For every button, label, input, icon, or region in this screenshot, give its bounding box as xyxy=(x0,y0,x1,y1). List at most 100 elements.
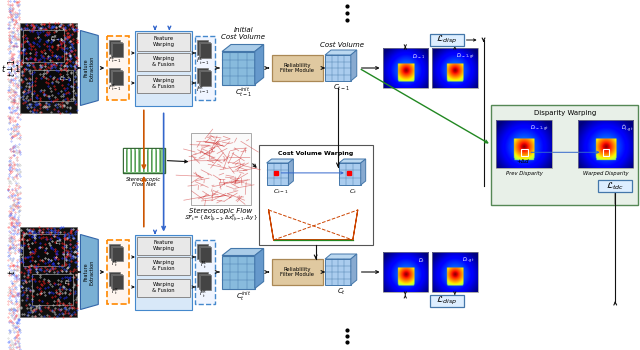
Text: $\mathcal{L}_{disp}$: $\mathcal{L}_{disp}$ xyxy=(436,34,458,46)
Text: $\mathcal{SF}_t = \{\Delta x^L_{t|t-1}, \Delta x^R_{t|t-1}, \Delta y\}$: $\mathcal{SF}_t = \{\Delta x^L_{t|t-1}, … xyxy=(184,213,258,223)
Text: $E_t^R$: $E_t^R$ xyxy=(55,237,63,248)
FancyBboxPatch shape xyxy=(31,70,73,101)
Text: $C_{t-1}^{init}$: $C_{t-1}^{init}$ xyxy=(235,86,252,99)
FancyBboxPatch shape xyxy=(109,68,120,82)
FancyBboxPatch shape xyxy=(23,30,64,62)
Text: Prev Disparity: Prev Disparity xyxy=(506,170,543,175)
FancyBboxPatch shape xyxy=(111,42,122,56)
FancyBboxPatch shape xyxy=(430,34,464,46)
FancyBboxPatch shape xyxy=(492,105,638,205)
FancyBboxPatch shape xyxy=(112,275,123,289)
Text: Initial
Cost Volume: Initial Cost Volume xyxy=(221,27,266,40)
Polygon shape xyxy=(255,44,264,84)
FancyBboxPatch shape xyxy=(112,247,123,261)
Text: $F_t^L$: $F_t^L$ xyxy=(111,259,119,270)
Text: $D_{t-1,gt}$: $D_{t-1,gt}$ xyxy=(530,124,549,134)
FancyBboxPatch shape xyxy=(109,40,120,54)
FancyBboxPatch shape xyxy=(137,279,190,296)
Text: $E_t^L$: $E_t^L$ xyxy=(65,277,72,288)
FancyBboxPatch shape xyxy=(137,75,190,92)
Text: Warping
& Fusion: Warping & Fusion xyxy=(152,282,175,293)
FancyBboxPatch shape xyxy=(111,273,122,287)
Text: $t$: $t$ xyxy=(6,269,17,275)
FancyBboxPatch shape xyxy=(111,70,122,84)
FancyBboxPatch shape xyxy=(325,55,351,81)
Text: Feature
Warping: Feature Warping xyxy=(152,36,175,47)
FancyBboxPatch shape xyxy=(135,30,193,105)
FancyBboxPatch shape xyxy=(191,133,251,205)
Polygon shape xyxy=(351,50,356,81)
FancyBboxPatch shape xyxy=(137,237,190,254)
FancyBboxPatch shape xyxy=(31,274,73,305)
FancyBboxPatch shape xyxy=(339,163,361,185)
Text: Cost Volume: Cost Volume xyxy=(320,42,364,48)
FancyBboxPatch shape xyxy=(259,145,372,245)
FancyBboxPatch shape xyxy=(598,180,632,192)
Text: $E_{t-1}^R$: $E_{t-1}^R$ xyxy=(50,33,63,44)
Text: $C_t$: $C_t$ xyxy=(337,287,346,297)
FancyBboxPatch shape xyxy=(197,272,208,287)
Text: Warping
& Fusion: Warping & Fusion xyxy=(152,56,175,67)
Polygon shape xyxy=(81,234,99,309)
Polygon shape xyxy=(361,159,365,185)
Text: Disparity Warping: Disparity Warping xyxy=(534,110,596,116)
FancyBboxPatch shape xyxy=(195,36,215,100)
Text: $C_t^{init}$: $C_t^{init}$ xyxy=(236,290,251,303)
Text: $+\Delta d$: $+\Delta d$ xyxy=(516,157,531,165)
FancyBboxPatch shape xyxy=(135,234,193,309)
FancyBboxPatch shape xyxy=(107,240,129,304)
FancyBboxPatch shape xyxy=(109,272,120,286)
Text: $F_{t-1}^R$: $F_{t-1}^R$ xyxy=(108,83,122,93)
FancyBboxPatch shape xyxy=(430,295,464,307)
FancyBboxPatch shape xyxy=(200,275,211,290)
Text: $D_{t-1,gt}$: $D_{t-1,gt}$ xyxy=(456,52,475,62)
Polygon shape xyxy=(289,159,293,185)
FancyBboxPatch shape xyxy=(325,259,351,285)
FancyBboxPatch shape xyxy=(199,273,210,288)
FancyBboxPatch shape xyxy=(20,23,77,113)
Text: $\mathcal{L}_{disp}$: $\mathcal{L}_{disp}$ xyxy=(436,295,458,307)
Text: $\tilde{D}_{t,gt}$: $\tilde{D}_{t,gt}$ xyxy=(621,124,633,135)
Polygon shape xyxy=(339,159,365,163)
Polygon shape xyxy=(222,44,264,51)
FancyBboxPatch shape xyxy=(137,33,190,50)
Polygon shape xyxy=(255,248,264,288)
Polygon shape xyxy=(351,254,356,285)
FancyBboxPatch shape xyxy=(109,244,120,258)
Polygon shape xyxy=(325,50,356,55)
FancyBboxPatch shape xyxy=(112,43,123,57)
FancyBboxPatch shape xyxy=(195,240,215,304)
Text: $\hat{F}_t^R$: $\hat{F}_t^R$ xyxy=(200,288,207,300)
Text: Warping
& Fusion: Warping & Fusion xyxy=(152,260,175,271)
FancyBboxPatch shape xyxy=(107,36,129,100)
FancyBboxPatch shape xyxy=(197,244,208,259)
Text: $C_{t-1}$: $C_{t-1}$ xyxy=(333,83,351,93)
FancyBboxPatch shape xyxy=(222,51,255,84)
Text: Cost Volume Warping: Cost Volume Warping xyxy=(278,150,353,155)
Polygon shape xyxy=(325,254,356,259)
Text: $D_t$: $D_t$ xyxy=(418,256,425,265)
Text: $C_t$: $C_t$ xyxy=(349,188,357,196)
Text: $\hat{F}_t^L$: $\hat{F}_t^L$ xyxy=(200,259,207,271)
Polygon shape xyxy=(267,159,293,163)
Text: Stereoscopic
Flow Net: Stereoscopic Flow Net xyxy=(126,177,161,187)
FancyBboxPatch shape xyxy=(197,68,208,83)
Text: $F_{t-1}^L$: $F_{t-1}^L$ xyxy=(108,55,122,65)
Text: Feature
Warping: Feature Warping xyxy=(152,240,175,251)
Text: Stereoscopic Flow: Stereoscopic Flow xyxy=(189,208,253,214)
FancyBboxPatch shape xyxy=(271,259,323,285)
Text: Feature
Extraction: Feature Extraction xyxy=(84,259,95,285)
FancyBboxPatch shape xyxy=(200,247,211,262)
FancyBboxPatch shape xyxy=(199,245,210,260)
Text: Reliablility
Filter Module: Reliablility Filter Module xyxy=(280,63,314,74)
FancyBboxPatch shape xyxy=(199,70,210,84)
Text: Feature
Extraction: Feature Extraction xyxy=(84,55,95,80)
FancyBboxPatch shape xyxy=(199,42,210,56)
Text: $t-1$: $t-1$ xyxy=(6,59,17,77)
FancyBboxPatch shape xyxy=(20,227,77,317)
Text: $t-1$: $t-1$ xyxy=(1,63,21,74)
Text: $\hat{F}_{t-1}^R$: $\hat{F}_{t-1}^R$ xyxy=(196,84,210,96)
FancyBboxPatch shape xyxy=(271,55,323,81)
FancyBboxPatch shape xyxy=(123,148,164,173)
FancyBboxPatch shape xyxy=(112,71,123,85)
